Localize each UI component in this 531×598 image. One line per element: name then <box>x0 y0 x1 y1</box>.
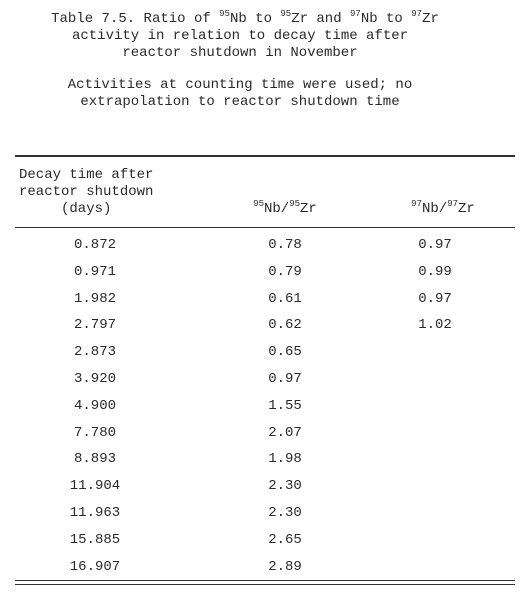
table-row: 7.780 2.07 <box>0 422 531 449</box>
cell-decay-time: 2.873 <box>73 344 116 361</box>
header-element: Nb/ <box>421 201 448 217</box>
cell-nb97-zr97: 0.97 <box>418 237 452 253</box>
table-row: 2.797 0.62 1.02 <box>0 314 531 341</box>
cell-nb95-zr95: 0.97 <box>268 370 302 387</box>
table-row: 11.904 2.30 <box>0 475 531 502</box>
isotope-mass-number: 95 <box>289 199 301 209</box>
header-line: (days) <box>61 201 112 217</box>
table-note-line-2: extrapolation to reactor shutdown time <box>80 94 400 110</box>
table-row: 0.872 0.78 0.97 <box>0 234 531 261</box>
header-line: Decay time after <box>19 167 154 183</box>
table-caption-line-1: Table 7.5. Ratio of 95Nb to 95Zr and 97N… <box>10 9 480 28</box>
cell-decay-time: 15.885 <box>69 531 121 548</box>
cell-decay-time: 8.893 <box>73 451 116 468</box>
isotope-mass-number: 97 <box>447 199 459 209</box>
cell-decay-time: 11.904 <box>69 478 121 495</box>
isotope-mass-number: 95 <box>280 9 292 19</box>
header-line: reactor shutdown <box>19 184 154 200</box>
cell-nb95-zr95: 1.55 <box>268 397 302 414</box>
table-note-line-1: Activities at counting time were used; n… <box>67 77 413 93</box>
cell-decay-time: 2.797 <box>73 317 116 334</box>
cell-decay-time: 11.963 <box>69 504 121 521</box>
table-body: 0.872 0.78 0.97 0.971 0.79 0.99 1.982 0.61 0.9… <box>0 234 531 582</box>
header-element: Zr <box>458 201 475 217</box>
header-element: Zr <box>300 201 317 217</box>
caption-element: Zr and <box>291 11 351 27</box>
cell-nb95-zr95: 2.30 <box>268 478 302 495</box>
isotope-mass-number: 97 <box>411 199 422 209</box>
caption-element: Nb to <box>229 11 281 27</box>
table-row: 8.893 1.98 <box>0 448 531 475</box>
table-row: 1.982 0.61 0.97 <box>0 288 531 315</box>
caption-element: Zr <box>422 11 439 27</box>
column-header-nb95-zr95: 95Nb/95Zr <box>230 199 340 218</box>
table-row: 3.920 0.97 <box>0 368 531 395</box>
header-element: Nb/ <box>263 201 290 217</box>
cell-decay-time: 16.907 <box>69 558 121 575</box>
table-top-rule <box>15 155 515 157</box>
cell-nb95-zr95: 0.78 <box>268 237 302 253</box>
cell-nb95-zr95: 1.98 <box>268 451 302 468</box>
cell-decay-time: 3.920 <box>73 370 116 387</box>
cell-nb95-zr95: 0.65 <box>268 344 302 361</box>
isotope-mass-number: 95 <box>253 199 264 209</box>
cell-decay-time: 0.971 <box>73 263 116 280</box>
table-row: 15.885 2.65 <box>0 529 531 556</box>
cell-decay-time: 7.780 <box>73 424 116 441</box>
cell-nb95-zr95: 2.65 <box>268 531 302 548</box>
cell-nb95-zr95: 2.89 <box>268 558 302 575</box>
table-caption-line-2: activity in relation to decay time after <box>71 28 409 44</box>
table-bottom-rule <box>15 580 515 581</box>
table-caption-line-3: reactor shutdown in November <box>122 45 358 61</box>
column-header-nb97-zr97: 97Nb/97Zr <box>388 199 498 218</box>
caption-element: Nb to <box>360 11 412 27</box>
isotope-mass-number: 95 <box>219 9 230 19</box>
table-row: 4.900 1.55 <box>0 395 531 422</box>
cell-nb95-zr95: 2.30 <box>268 504 302 521</box>
cell-decay-time: 4.900 <box>73 397 116 414</box>
table-row: 0.971 0.79 0.99 <box>0 261 531 288</box>
isotope-mass-number: 97 <box>411 9 423 19</box>
table-row: 16.907 2.89 <box>0 556 531 583</box>
table-bottom-rule <box>15 584 515 585</box>
cell-nb97-zr97: 0.97 <box>418 290 452 307</box>
table-header-rule <box>15 227 515 228</box>
cell-nb97-zr97: 0.99 <box>418 263 452 280</box>
table-row: 11.963 2.30 <box>0 502 531 529</box>
table-row: 2.873 0.65 <box>0 341 531 368</box>
column-header-decay-time: Decay time after reactor shutdown (days) <box>19 167 153 218</box>
cell-nb97-zr97: 1.02 <box>418 317 452 334</box>
cell-nb95-zr95: 0.79 <box>268 263 302 280</box>
cell-nb95-zr95: 2.07 <box>268 424 302 441</box>
caption-prefix: Table 7.5. Ratio of <box>51 11 220 27</box>
cell-decay-time: 1.982 <box>73 290 116 307</box>
cell-nb95-zr95: 0.62 <box>268 317 302 334</box>
cell-nb95-zr95: 0.61 <box>268 290 302 307</box>
isotope-mass-number: 97 <box>350 9 361 19</box>
cell-decay-time: 0.872 <box>73 237 116 253</box>
